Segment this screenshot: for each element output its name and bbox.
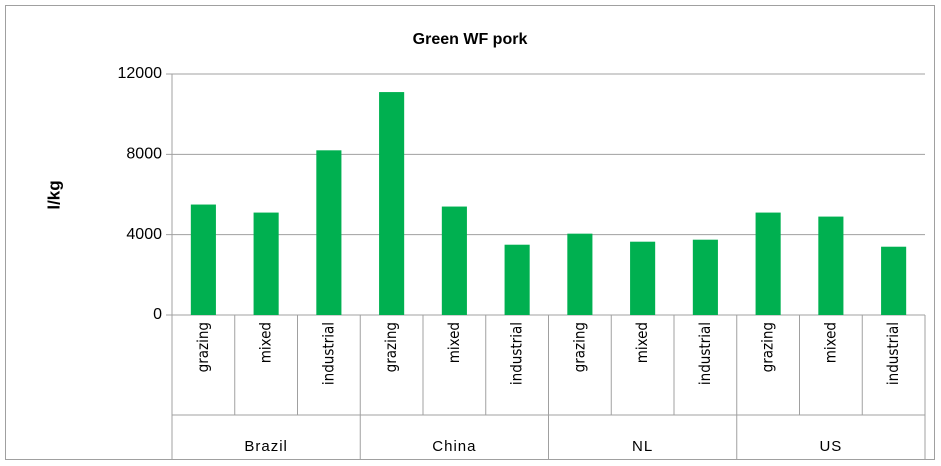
- bar: [818, 216, 844, 315]
- x-tick-label: mixed: [821, 322, 839, 363]
- bar: [190, 204, 216, 315]
- bar: [630, 241, 656, 315]
- group-label: US: [819, 438, 842, 455]
- x-tick-label: industrial: [508, 322, 526, 385]
- bar: [692, 239, 718, 315]
- x-tick-label: mixed: [633, 322, 651, 363]
- y-axis-title: l/kg: [44, 180, 63, 209]
- chart-title: Green WF pork: [413, 31, 528, 48]
- bar: [316, 150, 342, 315]
- bar: [441, 206, 467, 315]
- x-tick-label: industrial: [319, 322, 337, 385]
- group-label: NL: [632, 438, 653, 455]
- y-tick-label: 12000: [118, 65, 163, 82]
- bar: [755, 212, 781, 315]
- x-tick-label: industrial: [884, 322, 902, 385]
- bar: [881, 246, 907, 315]
- group-label: China: [432, 438, 476, 455]
- bar: [504, 244, 530, 315]
- group-label: Brazil: [244, 438, 288, 455]
- x-tick-label: grazing: [382, 322, 400, 372]
- y-tick-label: 0: [153, 306, 162, 323]
- y-tick-label: 8000: [126, 146, 162, 163]
- x-tick-label: industrial: [696, 322, 714, 385]
- y-tick-label: 4000: [126, 226, 162, 243]
- x-tick-label: grazing: [194, 322, 212, 372]
- x-tick-label: mixed: [445, 322, 463, 363]
- bar: [253, 212, 279, 315]
- x-tick-label: grazing: [759, 322, 777, 372]
- x-tick-label: grazing: [570, 322, 588, 372]
- bar: [379, 92, 405, 315]
- bar: [567, 233, 593, 315]
- x-tick-label: mixed: [257, 322, 275, 363]
